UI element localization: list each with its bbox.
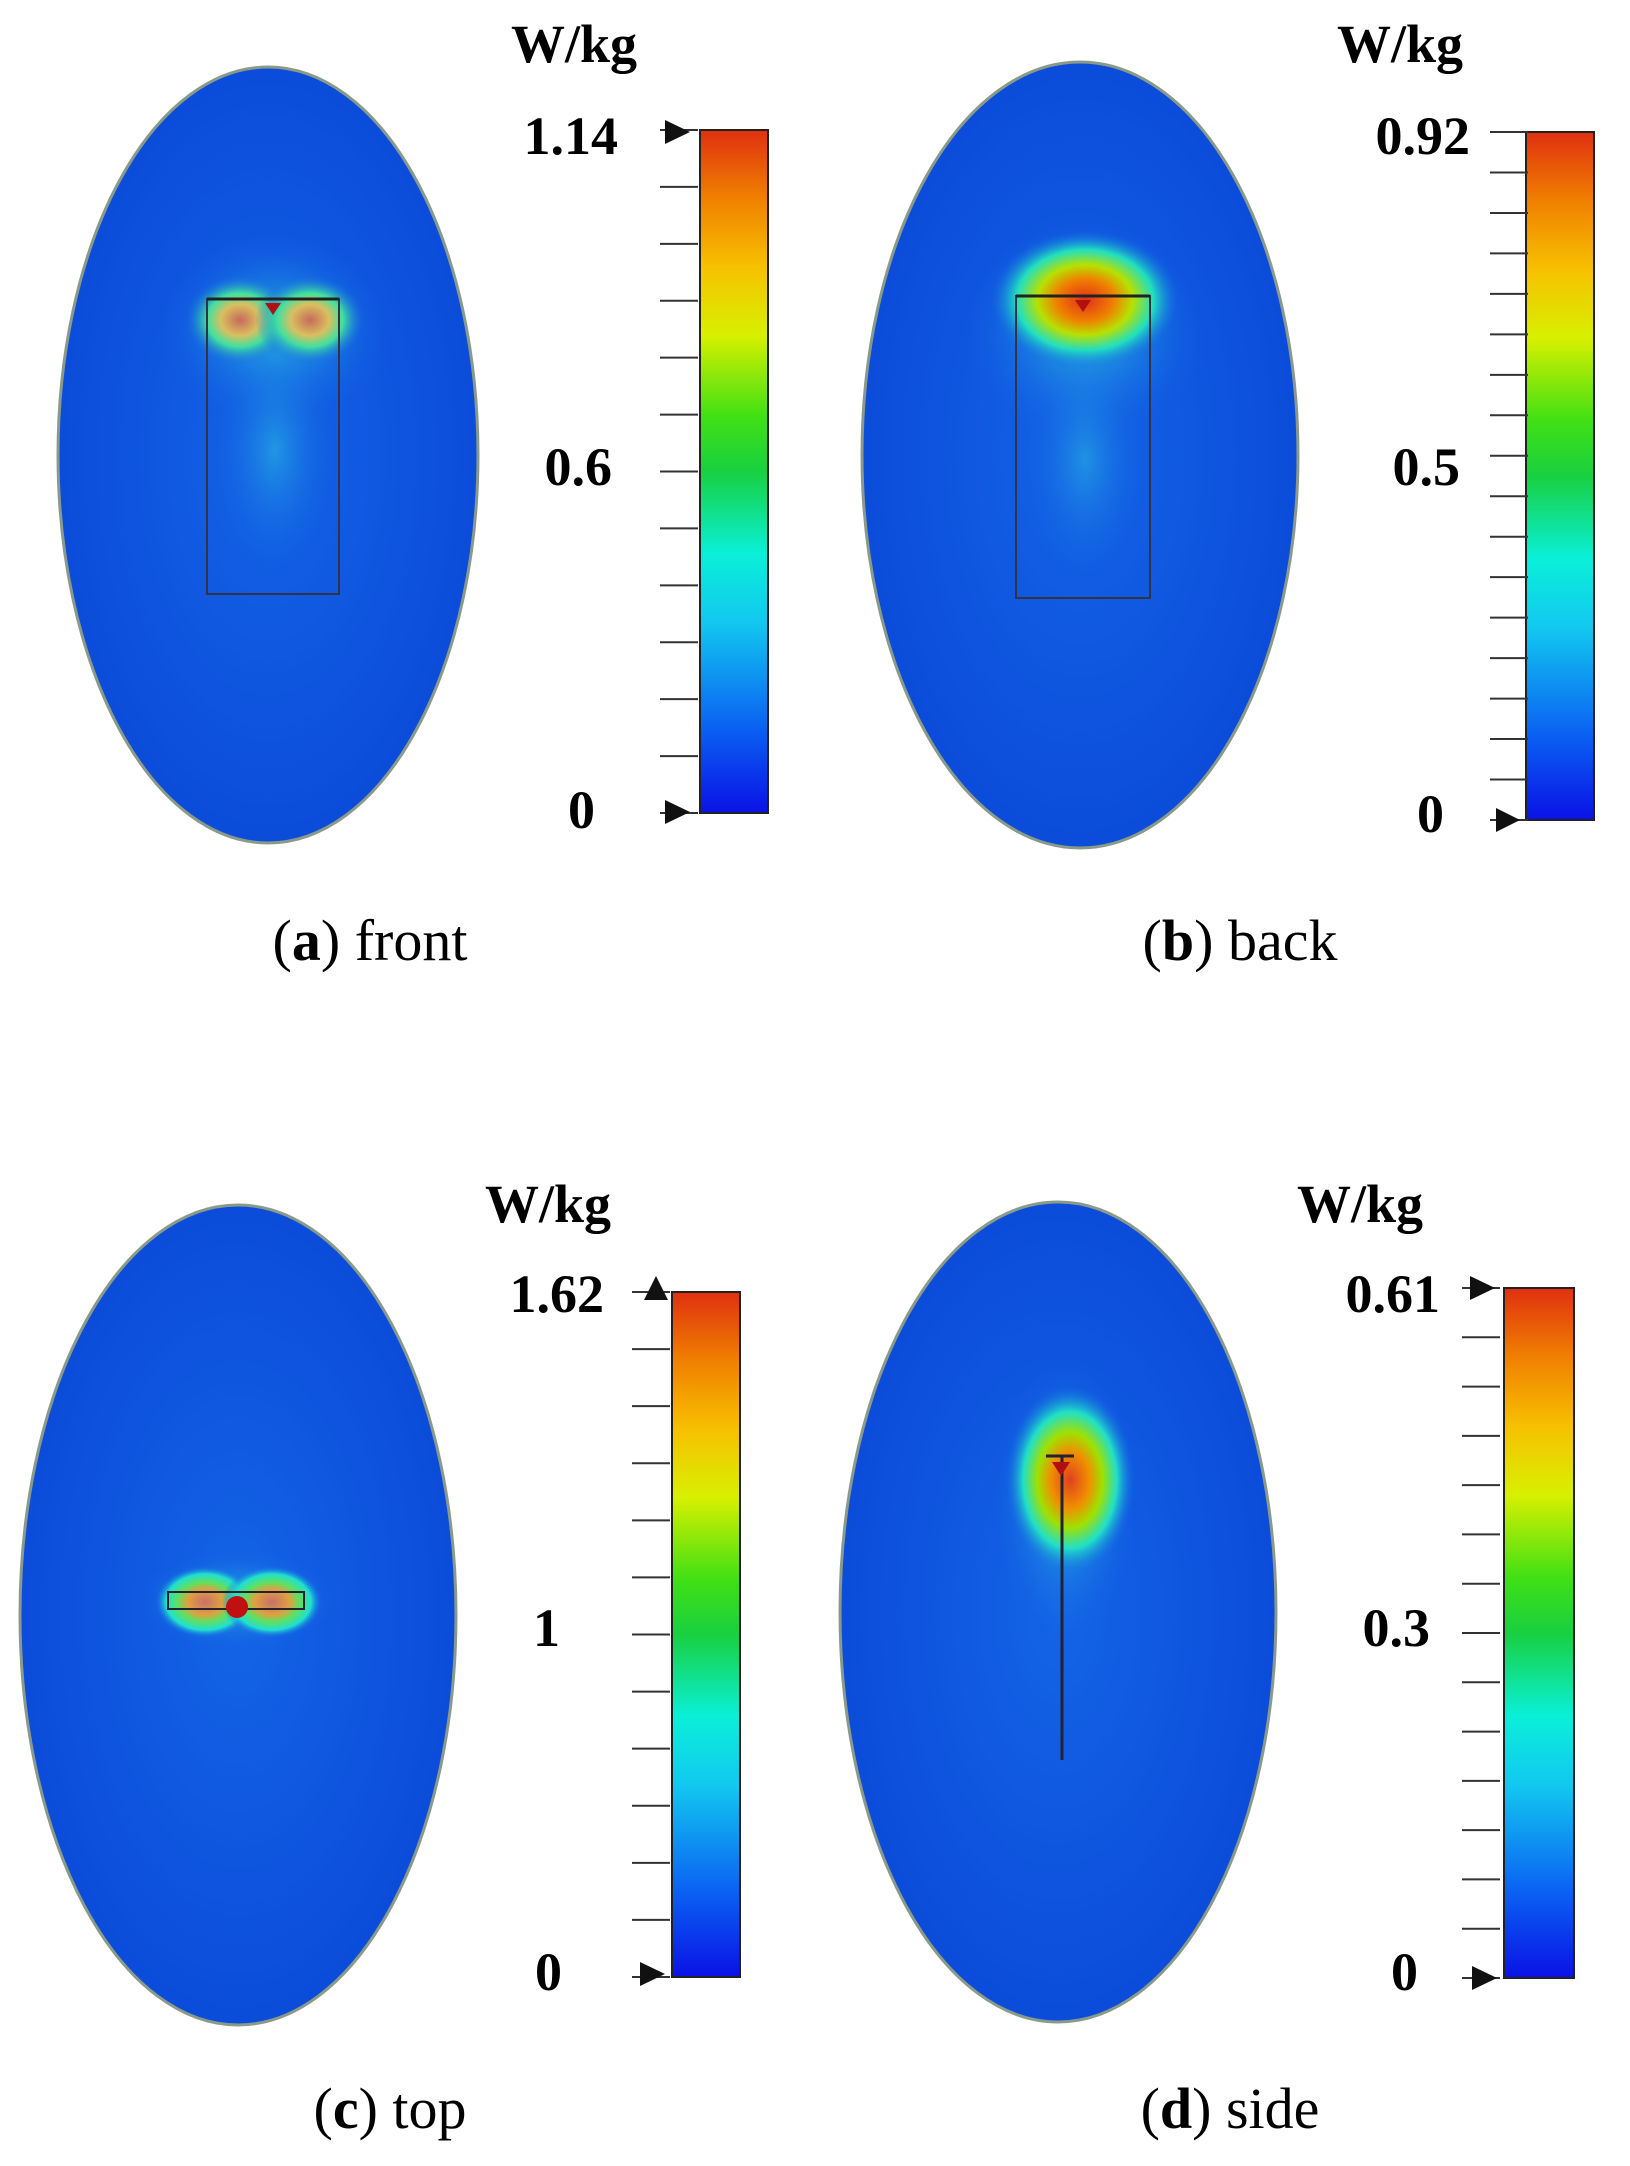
- colorbar-min-label: 0: [568, 780, 595, 840]
- colorbar-min-label: 0: [1417, 784, 1444, 844]
- sar-hotspot: [1005, 1385, 1135, 1575]
- min-arrow-icon: [665, 800, 690, 824]
- colorbar-ticks: [632, 1291, 670, 1978]
- colorbar-ticks: [1462, 1287, 1500, 1979]
- colorbar-ticks: [660, 129, 698, 814]
- colorbar-min-label: 0: [1391, 1942, 1418, 2002]
- feed-point-icon: [1052, 1462, 1070, 1476]
- colorbar-ticks: [1490, 131, 1528, 821]
- colorbar: [1525, 131, 1595, 821]
- panel-caption: (c) top: [313, 2076, 466, 2141]
- panel-c: W/kg 1.62 1 0 (c) top: [18, 1174, 741, 2141]
- feed-point-icon: [226, 1596, 248, 1618]
- panel-caption: (b) back: [1143, 908, 1338, 973]
- colorbar: [1503, 1287, 1575, 1979]
- colorbar-min-label: 0: [535, 1942, 562, 2002]
- colorbar-max-label: 1.62: [510, 1264, 605, 1324]
- max-arrow-icon: [1470, 1276, 1495, 1300]
- sar-glow: [215, 330, 335, 570]
- feed-point-icon: [265, 303, 281, 315]
- feed-point-icon: [1075, 300, 1091, 312]
- colorbar-mid-label: 0.6: [545, 437, 613, 497]
- colorbar-max-label: 1.14: [524, 106, 619, 166]
- colorbar-mid-label: 0.5: [1393, 437, 1461, 497]
- panel-caption: (a) front: [273, 908, 468, 973]
- min-arrow-icon: [1496, 808, 1520, 832]
- min-arrow-icon: [640, 1962, 665, 1986]
- colorbar-mid-label: 0.3: [1363, 1598, 1431, 1658]
- max-arrow-icon: [644, 1276, 668, 1300]
- colorbar: [699, 129, 769, 814]
- sar-glow: [1025, 340, 1145, 580]
- min-arrow-icon: [1472, 1966, 1497, 1990]
- max-arrow-icon: [665, 120, 690, 144]
- colorbar-mid-label: 1: [533, 1598, 560, 1658]
- panel-d: W/kg 0.61 0.3 0 (d) side: [838, 1174, 1575, 2141]
- colorbar-unit: W/kg: [1337, 14, 1463, 74]
- colorbar-unit: W/kg: [511, 14, 637, 74]
- colorbar-max-label: 0.92: [1376, 106, 1471, 166]
- colorbar-unit: W/kg: [485, 1174, 611, 1234]
- sar-hotspot: [222, 1566, 322, 1638]
- panel-a: W/kg 1.14 0.6 0 (a) front: [56, 14, 769, 973]
- colorbar: [671, 1291, 741, 1978]
- colorbar-unit: W/kg: [1297, 1174, 1423, 1234]
- panel-b: W/kg 0.92 0.5 0 (b) back: [860, 14, 1595, 973]
- colorbar-max-label: 0.61: [1346, 1264, 1441, 1324]
- panel-caption: (d) side: [1141, 2076, 1320, 2141]
